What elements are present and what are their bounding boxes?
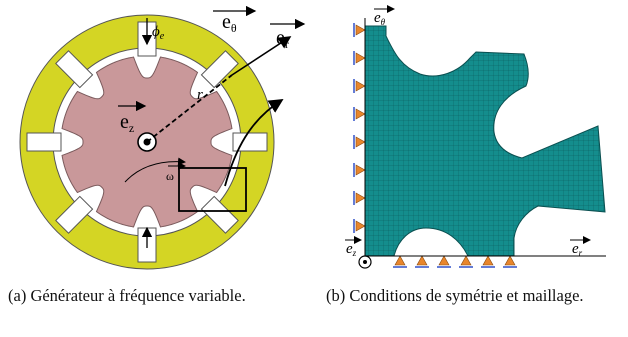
stator-slot: [200, 50, 239, 89]
bottom-supports: [393, 255, 517, 268]
left-supports: [353, 23, 366, 233]
support-symbol: [353, 51, 366, 65]
caption-a: (a) Générateur à fréquence variable.: [8, 286, 246, 305]
label-r: r: [197, 87, 203, 103]
stator-slot: [55, 50, 94, 89]
rotation-arrow: [224, 99, 284, 187]
stator-slot: [200, 195, 239, 234]
label-phi: ϕe: [152, 24, 165, 42]
mesh-drawing: eθ er ez: [345, 5, 606, 269]
support-symbol: [393, 255, 407, 268]
stator-slot: [55, 195, 94, 234]
support-symbol: [481, 255, 495, 268]
figure-a-generator: ϕe eθ er ez r ω: [0, 0, 318, 270]
support-symbol: [503, 255, 517, 268]
support-symbol: [353, 107, 366, 121]
support-symbol: [415, 255, 429, 268]
label-e-r: er: [276, 27, 289, 51]
support-symbol: [437, 255, 451, 268]
label-e-theta-b: eθ: [374, 10, 386, 27]
support-symbol: [353, 23, 366, 37]
label-e-z: ez: [120, 111, 134, 135]
radius-line: [146, 74, 233, 143]
omega-arc: [124, 157, 186, 183]
support-symbol: [459, 255, 473, 268]
figure-b-mesh: eθ er ez: [318, 0, 628, 270]
support-symbol: [353, 79, 366, 93]
stator-slot: [26, 132, 62, 152]
origin-dot: [363, 260, 367, 264]
zoom-box: [178, 167, 247, 212]
e-r-vector: [231, 36, 292, 76]
stator-slot: [232, 132, 268, 152]
support-symbol: [353, 191, 366, 205]
label-e-r-b: er: [572, 241, 583, 258]
support-symbol: [353, 219, 366, 233]
support-symbol: [353, 163, 366, 177]
label-e-z-b: ez: [346, 241, 357, 258]
label-e-theta: eθ: [222, 11, 237, 35]
label-omega: ω: [166, 169, 174, 183]
support-symbol: [353, 135, 366, 149]
caption-b: (b) Conditions de symétrie et maillage.: [326, 286, 584, 305]
generator-drawing: ϕe eθ er ez r ω: [19, 5, 306, 270]
mesh-region: [364, 25, 606, 257]
